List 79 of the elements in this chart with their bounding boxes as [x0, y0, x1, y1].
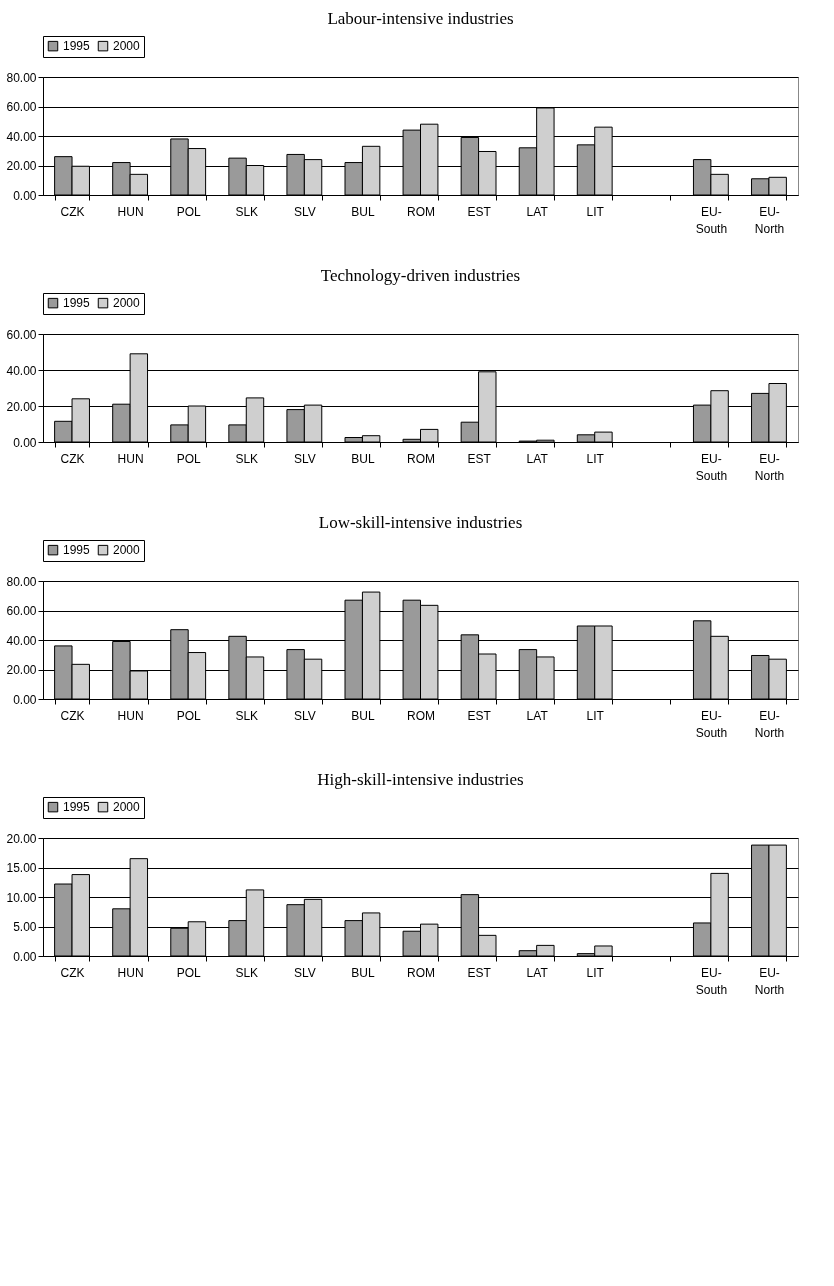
- y-tick-label: 20.00: [6, 663, 37, 677]
- legend-label: 1995: [63, 296, 91, 311]
- x-tick-label: LAT: [526, 965, 549, 980]
- x-tick-label: POL: [176, 965, 202, 980]
- x-tick-label: POL: [176, 451, 202, 466]
- y-tick-label: 40.00: [6, 633, 37, 648]
- y-tick-label: 0.00: [13, 949, 37, 964]
- x-tick-label: SLK: [235, 204, 259, 219]
- y-tick-label: 40.00: [6, 129, 37, 144]
- x-tick-label: EU-South: [695, 451, 728, 483]
- x-tick-label: LIT: [586, 451, 605, 466]
- chart-title: Low-skill-intensive industries: [318, 512, 523, 532]
- legend-label: 2000: [113, 800, 141, 815]
- x-tick-label: HUN: [117, 965, 144, 980]
- x-tick-label: LIT: [586, 708, 605, 723]
- x-tick-label: LIT: [586, 965, 605, 980]
- x-tick-label: BUL: [351, 965, 375, 980]
- x-tick-label: LAT: [526, 204, 549, 219]
- legend-label: 1995: [63, 543, 91, 558]
- x-tick-label: EU-South: [695, 708, 728, 740]
- x-tick-label: LAT: [526, 451, 549, 466]
- y-tick-label: 60.00: [6, 100, 37, 114]
- y-tick-label: 10.00: [6, 890, 37, 905]
- x-tick-label: LAT: [526, 708, 549, 723]
- legend-label: 2000: [113, 543, 141, 558]
- y-tick-label: 80.00: [6, 70, 37, 85]
- chart-title: Technology-driven industries: [320, 265, 521, 285]
- y-tick-label: 0.00: [13, 692, 37, 707]
- x-tick-label: SLV: [293, 204, 316, 219]
- x-tick-label: EST: [467, 451, 492, 466]
- y-tick-label: 5.00: [13, 920, 37, 934]
- x-tick-label: EST: [467, 708, 492, 723]
- x-tick-label: SLK: [235, 708, 259, 723]
- x-tick-label: SLV: [293, 708, 316, 723]
- y-tick-label: 40.00: [6, 363, 37, 378]
- x-tick-label: SLK: [235, 451, 259, 466]
- x-tick-label: EST: [467, 965, 492, 980]
- x-tick-label: EU-North: [754, 965, 785, 997]
- y-tick-label: 20.00: [6, 159, 37, 173]
- x-tick-label: EU-South: [695, 204, 728, 236]
- y-tick-label: 60.00: [6, 604, 37, 618]
- legend-label: 1995: [63, 800, 91, 815]
- x-tick-label: SLV: [293, 965, 316, 980]
- x-tick-label: EU-North: [754, 451, 785, 483]
- x-tick-label: ROM: [407, 451, 435, 466]
- x-tick-label: CZK: [60, 965, 85, 980]
- chart-title: Labour-intensive industries: [327, 8, 514, 28]
- legend-label: 1995: [63, 39, 91, 54]
- x-tick-label: HUN: [117, 708, 144, 723]
- x-tick-label: EU-North: [754, 204, 785, 236]
- legend-label: 2000: [113, 39, 141, 54]
- y-tick-label: 0.00: [13, 435, 37, 450]
- y-tick-label: 15.00: [6, 861, 37, 875]
- y-tick-label: 60.00: [6, 327, 37, 342]
- x-tick-label: CZK: [60, 204, 85, 219]
- x-tick-label: ROM: [407, 708, 435, 723]
- y-tick-label: 0.00: [13, 188, 37, 203]
- legend-label: 2000: [113, 296, 141, 311]
- x-tick-label: BUL: [351, 204, 375, 219]
- x-tick-label: SLV: [293, 451, 316, 466]
- x-tick-label: BUL: [351, 708, 375, 723]
- x-tick-label: POL: [176, 708, 202, 723]
- x-tick-label: EST: [467, 204, 492, 219]
- y-tick-label: 80.00: [6, 574, 37, 589]
- x-tick-label: BUL: [351, 451, 375, 466]
- x-tick-label: CZK: [60, 451, 85, 466]
- y-tick-label: 20.00: [6, 399, 37, 414]
- x-tick-label: EU-South: [695, 965, 728, 997]
- x-tick-label: LIT: [586, 204, 605, 219]
- x-tick-label: POL: [176, 204, 202, 219]
- x-tick-label: CZK: [60, 708, 85, 723]
- x-tick-label: ROM: [407, 965, 435, 980]
- x-tick-label: SLK: [235, 965, 259, 980]
- chart-title: High-skill-intensive industries: [317, 769, 524, 789]
- x-tick-label: HUN: [117, 451, 144, 466]
- x-tick-label: HUN: [117, 204, 144, 219]
- x-tick-label: ROM: [407, 204, 435, 219]
- x-tick-label: EU-North: [754, 708, 785, 740]
- y-tick-label: 20.00: [6, 831, 37, 846]
